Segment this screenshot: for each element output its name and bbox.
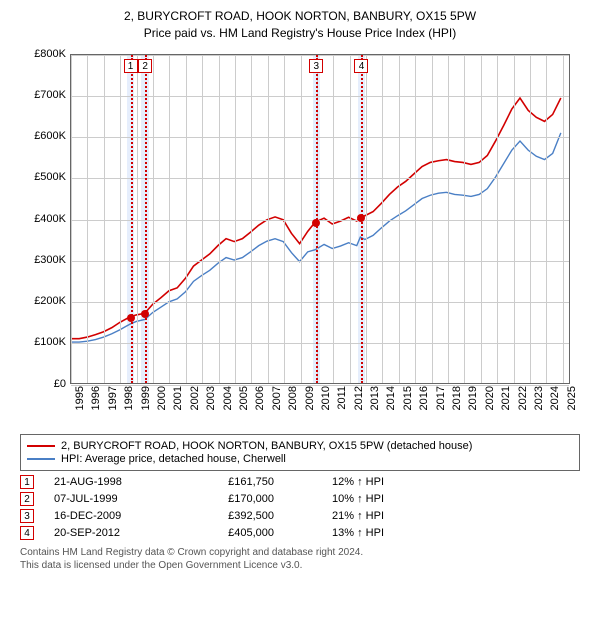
event-marker: 2 — [138, 59, 152, 73]
x-axis-tick: 1996 — [90, 386, 102, 410]
sale-point — [357, 214, 365, 222]
x-axis-tick: 1997 — [107, 386, 119, 410]
x-axis-tick: 2009 — [304, 386, 316, 410]
legend-item: 2, BURYCROFT ROAD, HOOK NORTON, BANBURY,… — [27, 440, 573, 452]
x-axis-tick: 2016 — [418, 386, 430, 410]
y-axis-tick: £600K — [20, 130, 66, 142]
title-subtitle: Price paid vs. HM Land Registry's House … — [10, 25, 590, 42]
event-number-box: 3 — [20, 509, 34, 523]
legend-item: HPI: Average price, detached house, Cher… — [27, 453, 573, 465]
x-axis-tick: 2003 — [205, 386, 217, 410]
event-row: 4 20-SEP-2012£405,000 13% ↑ HPI — [20, 526, 580, 540]
event-date: 20-SEP-2012 — [54, 527, 174, 539]
event-pct: 12% ↑ HPI — [284, 476, 384, 488]
x-axis-tick: 1998 — [123, 386, 135, 410]
x-axis-tick: 2005 — [238, 386, 250, 410]
x-axis-tick: 2019 — [467, 386, 479, 410]
footer: Contains HM Land Registry data © Crown c… — [20, 546, 580, 572]
x-axis-tick: 2025 — [566, 386, 578, 410]
event-number-box: 4 — [20, 526, 34, 540]
x-axis-tick: 2017 — [435, 386, 447, 410]
legend: 2, BURYCROFT ROAD, HOOK NORTON, BANBURY,… — [20, 434, 580, 471]
sale-point — [127, 314, 135, 322]
event-row: 2 07-JUL-1999£170,000 10% ↑ HPI — [20, 492, 580, 506]
x-axis-tick: 2002 — [189, 386, 201, 410]
x-axis-tick: 2007 — [271, 386, 283, 410]
y-axis-tick: £200K — [20, 295, 66, 307]
x-axis-tick: 2004 — [222, 386, 234, 410]
plot-area: 12 3 4 — [70, 54, 570, 384]
event-price: £161,750 — [174, 476, 274, 488]
x-axis-tick: 2015 — [402, 386, 414, 410]
event-date: 16-DEC-2009 — [54, 510, 174, 522]
x-axis-tick: 2014 — [385, 386, 397, 410]
x-axis-tick: 2021 — [500, 386, 512, 410]
legend-swatch — [27, 445, 55, 447]
event-row: 3 16-DEC-2009£392,500 21% ↑ HPI — [20, 509, 580, 523]
x-axis-tick: 2001 — [172, 386, 184, 410]
event-marker: 1 — [124, 59, 138, 73]
event-price: £170,000 — [174, 493, 274, 505]
sale-point — [312, 219, 320, 227]
event-marker: 4 — [354, 59, 368, 73]
legend-label: 2, BURYCROFT ROAD, HOOK NORTON, BANBURY,… — [61, 440, 472, 452]
x-axis-tick: 2006 — [254, 386, 266, 410]
y-axis-tick: £700K — [20, 89, 66, 101]
x-axis-tick: 2000 — [156, 386, 168, 410]
x-axis-tick: 1995 — [74, 386, 86, 410]
event-marker: 3 — [309, 59, 323, 73]
x-axis-tick: 2008 — [287, 386, 299, 410]
x-axis-tick: 2024 — [549, 386, 561, 410]
footer-line: This data is licensed under the Open Gov… — [20, 559, 580, 572]
legend-label: HPI: Average price, detached house, Cher… — [61, 453, 286, 465]
x-axis-tick: 2011 — [336, 386, 348, 410]
chart: 12 3 4 £0 £100K £200K £300K £400K £500K £600K £70… — [20, 48, 580, 428]
title-block: 2, BURYCROFT ROAD, HOOK NORTON, BANBURY,… — [10, 8, 590, 42]
event-pct: 13% ↑ HPI — [284, 527, 384, 539]
y-axis-tick: £0 — [20, 378, 66, 390]
x-axis-tick: 2013 — [369, 386, 381, 410]
event-price: £405,000 — [174, 527, 274, 539]
event-date: 21-AUG-1998 — [54, 476, 174, 488]
event-number-box: 1 — [20, 475, 34, 489]
x-axis-tick: 2022 — [517, 386, 529, 410]
event-date: 07-JUL-1999 — [54, 493, 174, 505]
x-axis-tick: 2010 — [320, 386, 332, 410]
x-axis-tick: 1999 — [140, 386, 152, 410]
events-table: 1 21-AUG-1998£161,750 12% ↑ HPI 2 07-JUL-199… — [20, 475, 580, 540]
legend-swatch — [27, 458, 55, 460]
event-row: 1 21-AUG-1998£161,750 12% ↑ HPI — [20, 475, 580, 489]
x-axis-tick: 2020 — [484, 386, 496, 410]
footer-line: Contains HM Land Registry data © Crown c… — [20, 546, 580, 559]
event-number-box: 2 — [20, 492, 34, 506]
sale-point — [141, 310, 149, 318]
y-axis-tick: £300K — [20, 254, 66, 266]
x-axis-tick: 2012 — [353, 386, 365, 410]
event-price: £392,500 — [174, 510, 274, 522]
y-axis-tick: £100K — [20, 336, 66, 348]
x-axis-tick: 2018 — [451, 386, 463, 410]
chart-container: 2, BURYCROFT ROAD, HOOK NORTON, BANBURY,… — [0, 0, 600, 576]
y-axis-tick: £400K — [20, 213, 66, 225]
x-axis-tick: 2023 — [533, 386, 545, 410]
event-pct: 10% ↑ HPI — [284, 493, 384, 505]
y-axis-tick: £500K — [20, 171, 66, 183]
title-address: 2, BURYCROFT ROAD, HOOK NORTON, BANBURY,… — [10, 8, 590, 25]
event-pct: 21% ↑ HPI — [284, 510, 384, 522]
y-axis-tick: £800K — [20, 48, 66, 60]
